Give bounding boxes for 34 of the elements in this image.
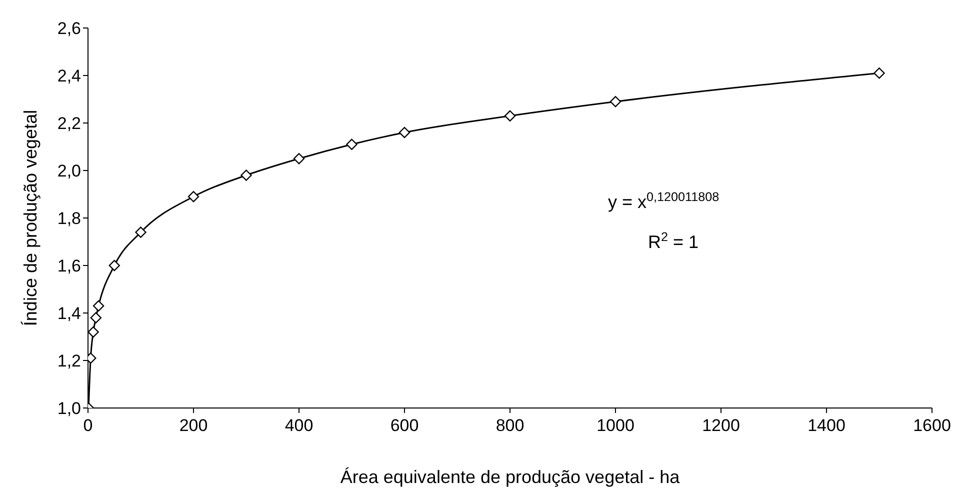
x-tick-label: 1400 <box>808 416 846 436</box>
equation-text: y = x$^{0,120011808}$ R$^{2}$ = 1 <box>608 190 720 252</box>
x-tick-label: 1000 <box>596 416 634 436</box>
point <box>90 312 102 324</box>
point <box>135 226 146 238</box>
y-tick-label: 1,2 <box>57 352 81 371</box>
x-tick-label: 400 <box>284 416 314 436</box>
point <box>610 96 622 108</box>
x-tick-label: 1200 <box>702 416 740 436</box>
x-tick-label: 200 <box>179 416 208 436</box>
y-tick-label: 1,6 <box>57 256 81 276</box>
point <box>240 170 252 181</box>
y-tick-label: 2,4 <box>57 66 81 86</box>
point <box>504 110 516 122</box>
point <box>88 326 99 338</box>
point <box>398 126 410 138</box>
y-tick-label: 1,8 <box>57 209 81 228</box>
point <box>346 138 358 150</box>
point <box>293 153 305 164</box>
x-tick-label: 0 <box>83 416 93 436</box>
x-axis-title: Área equivalente de produção vegetal - ha <box>340 466 681 487</box>
y-tick-label: 2,0 <box>57 162 81 181</box>
x-tick-label: 1600 <box>913 416 951 436</box>
y-tick-label: 1,0 <box>57 399 81 418</box>
x-tick-label: 600 <box>390 416 419 436</box>
point <box>92 300 104 312</box>
y-tick-label: 2,6 <box>57 19 81 38</box>
y-tick-label: 2,2 <box>57 114 81 134</box>
point <box>874 68 885 79</box>
point <box>188 191 200 202</box>
y-axis-title: Índice de produção vegetal <box>20 110 40 326</box>
point <box>108 260 120 272</box>
y-tick-label: 1,4 <box>57 304 81 324</box>
x-tick-label: 800 <box>496 416 524 436</box>
